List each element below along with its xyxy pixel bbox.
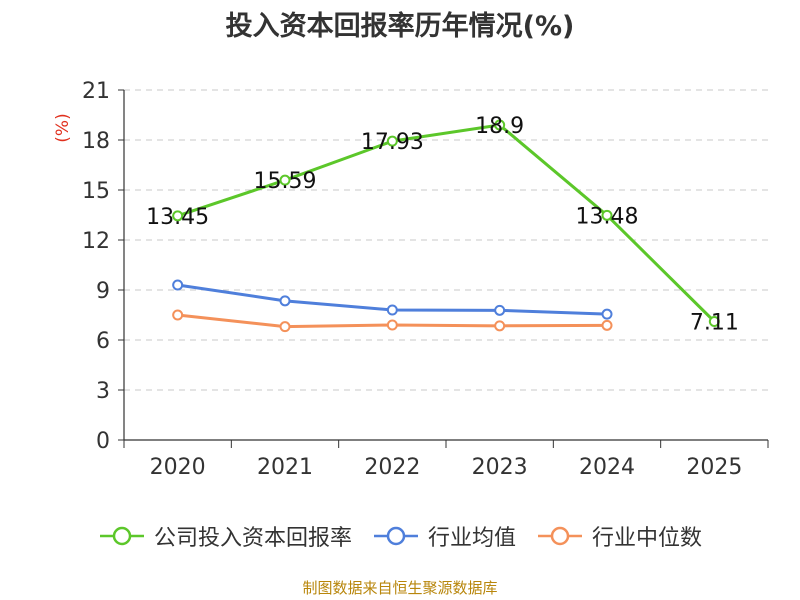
- y-tick-label: 3: [96, 379, 110, 404]
- axis-layer: 0 3 6 9 12 15 18 21 (%) 2020 2021 2022 2023 2024 2025: [53, 79, 769, 480]
- data-point: [601, 209, 613, 221]
- y-tick-label: 6: [96, 329, 110, 354]
- data-point: [494, 119, 506, 131]
- y-tick-label: 15: [82, 179, 110, 204]
- data-label: 18.9: [475, 114, 524, 139]
- data-point: [279, 321, 291, 333]
- y-axis-label: (%): [53, 113, 73, 142]
- data-label: 15.59: [254, 169, 317, 194]
- data-point: [601, 319, 613, 331]
- data-label: 17.93: [361, 130, 424, 155]
- grid-layer: [124, 89, 768, 391]
- legend-item-industry-median[interactable]: 行业中位数: [536, 520, 702, 552]
- data-point: [279, 295, 291, 307]
- data-point: [708, 316, 720, 327]
- data-label-layer: 13.45 15.59 17.93 18.9 13.48 7.11: [146, 114, 739, 336]
- legend-label-industry-mean: 行业均值: [427, 526, 516, 551]
- series-layer: [172, 119, 720, 333]
- legend-label-company: 公司投入资本回报率: [153, 526, 352, 551]
- series-line-0: [177, 123, 716, 323]
- data-label: 13.45: [146, 205, 209, 230]
- data-point: [172, 279, 184, 291]
- legend-marker-company-icon: [99, 526, 144, 546]
- data-point: [601, 308, 613, 320]
- data-point: [494, 304, 506, 316]
- data-point: [386, 319, 398, 331]
- legend-label-industry-median: 行业中位数: [592, 526, 703, 551]
- data-label: 7.11: [690, 311, 739, 336]
- source-note: 制图数据来自恒生聚源数据库: [302, 579, 498, 597]
- legend-marker-industry-median-icon: [538, 526, 582, 546]
- data-label: 13.48: [576, 204, 639, 229]
- data-point: [386, 304, 398, 316]
- data-point: [172, 210, 184, 222]
- data-point: [279, 174, 291, 186]
- data-point: [494, 320, 506, 332]
- y-tick-label: 12: [82, 229, 110, 254]
- y-tick-label: 21: [82, 79, 110, 104]
- data-point: [386, 135, 398, 147]
- y-tick-label: 9: [96, 279, 110, 304]
- legend-item-industry-mean[interactable]: 行业均值: [372, 520, 516, 552]
- y-tick-label: 0: [96, 429, 110, 454]
- chart-title: 投入资本回报率历年情况(%): [225, 11, 575, 42]
- legend: 公司投入资本回报率 行业均值 行业中位数: [0, 518, 800, 554]
- x-tick-label: 2024: [579, 455, 635, 480]
- data-point: [172, 309, 184, 321]
- x-tick-label: 2025: [686, 455, 742, 480]
- x-tick-label: 2020: [150, 455, 206, 480]
- x-tick-label: 2021: [257, 455, 313, 480]
- y-tick-label: 18: [82, 129, 110, 154]
- x-tick-label: 2022: [364, 455, 420, 480]
- legend-marker-industry-mean-icon: [373, 526, 418, 546]
- x-tick-label: 2023: [472, 455, 528, 480]
- legend-item-company[interactable]: 公司投入资本回报率: [98, 520, 352, 552]
